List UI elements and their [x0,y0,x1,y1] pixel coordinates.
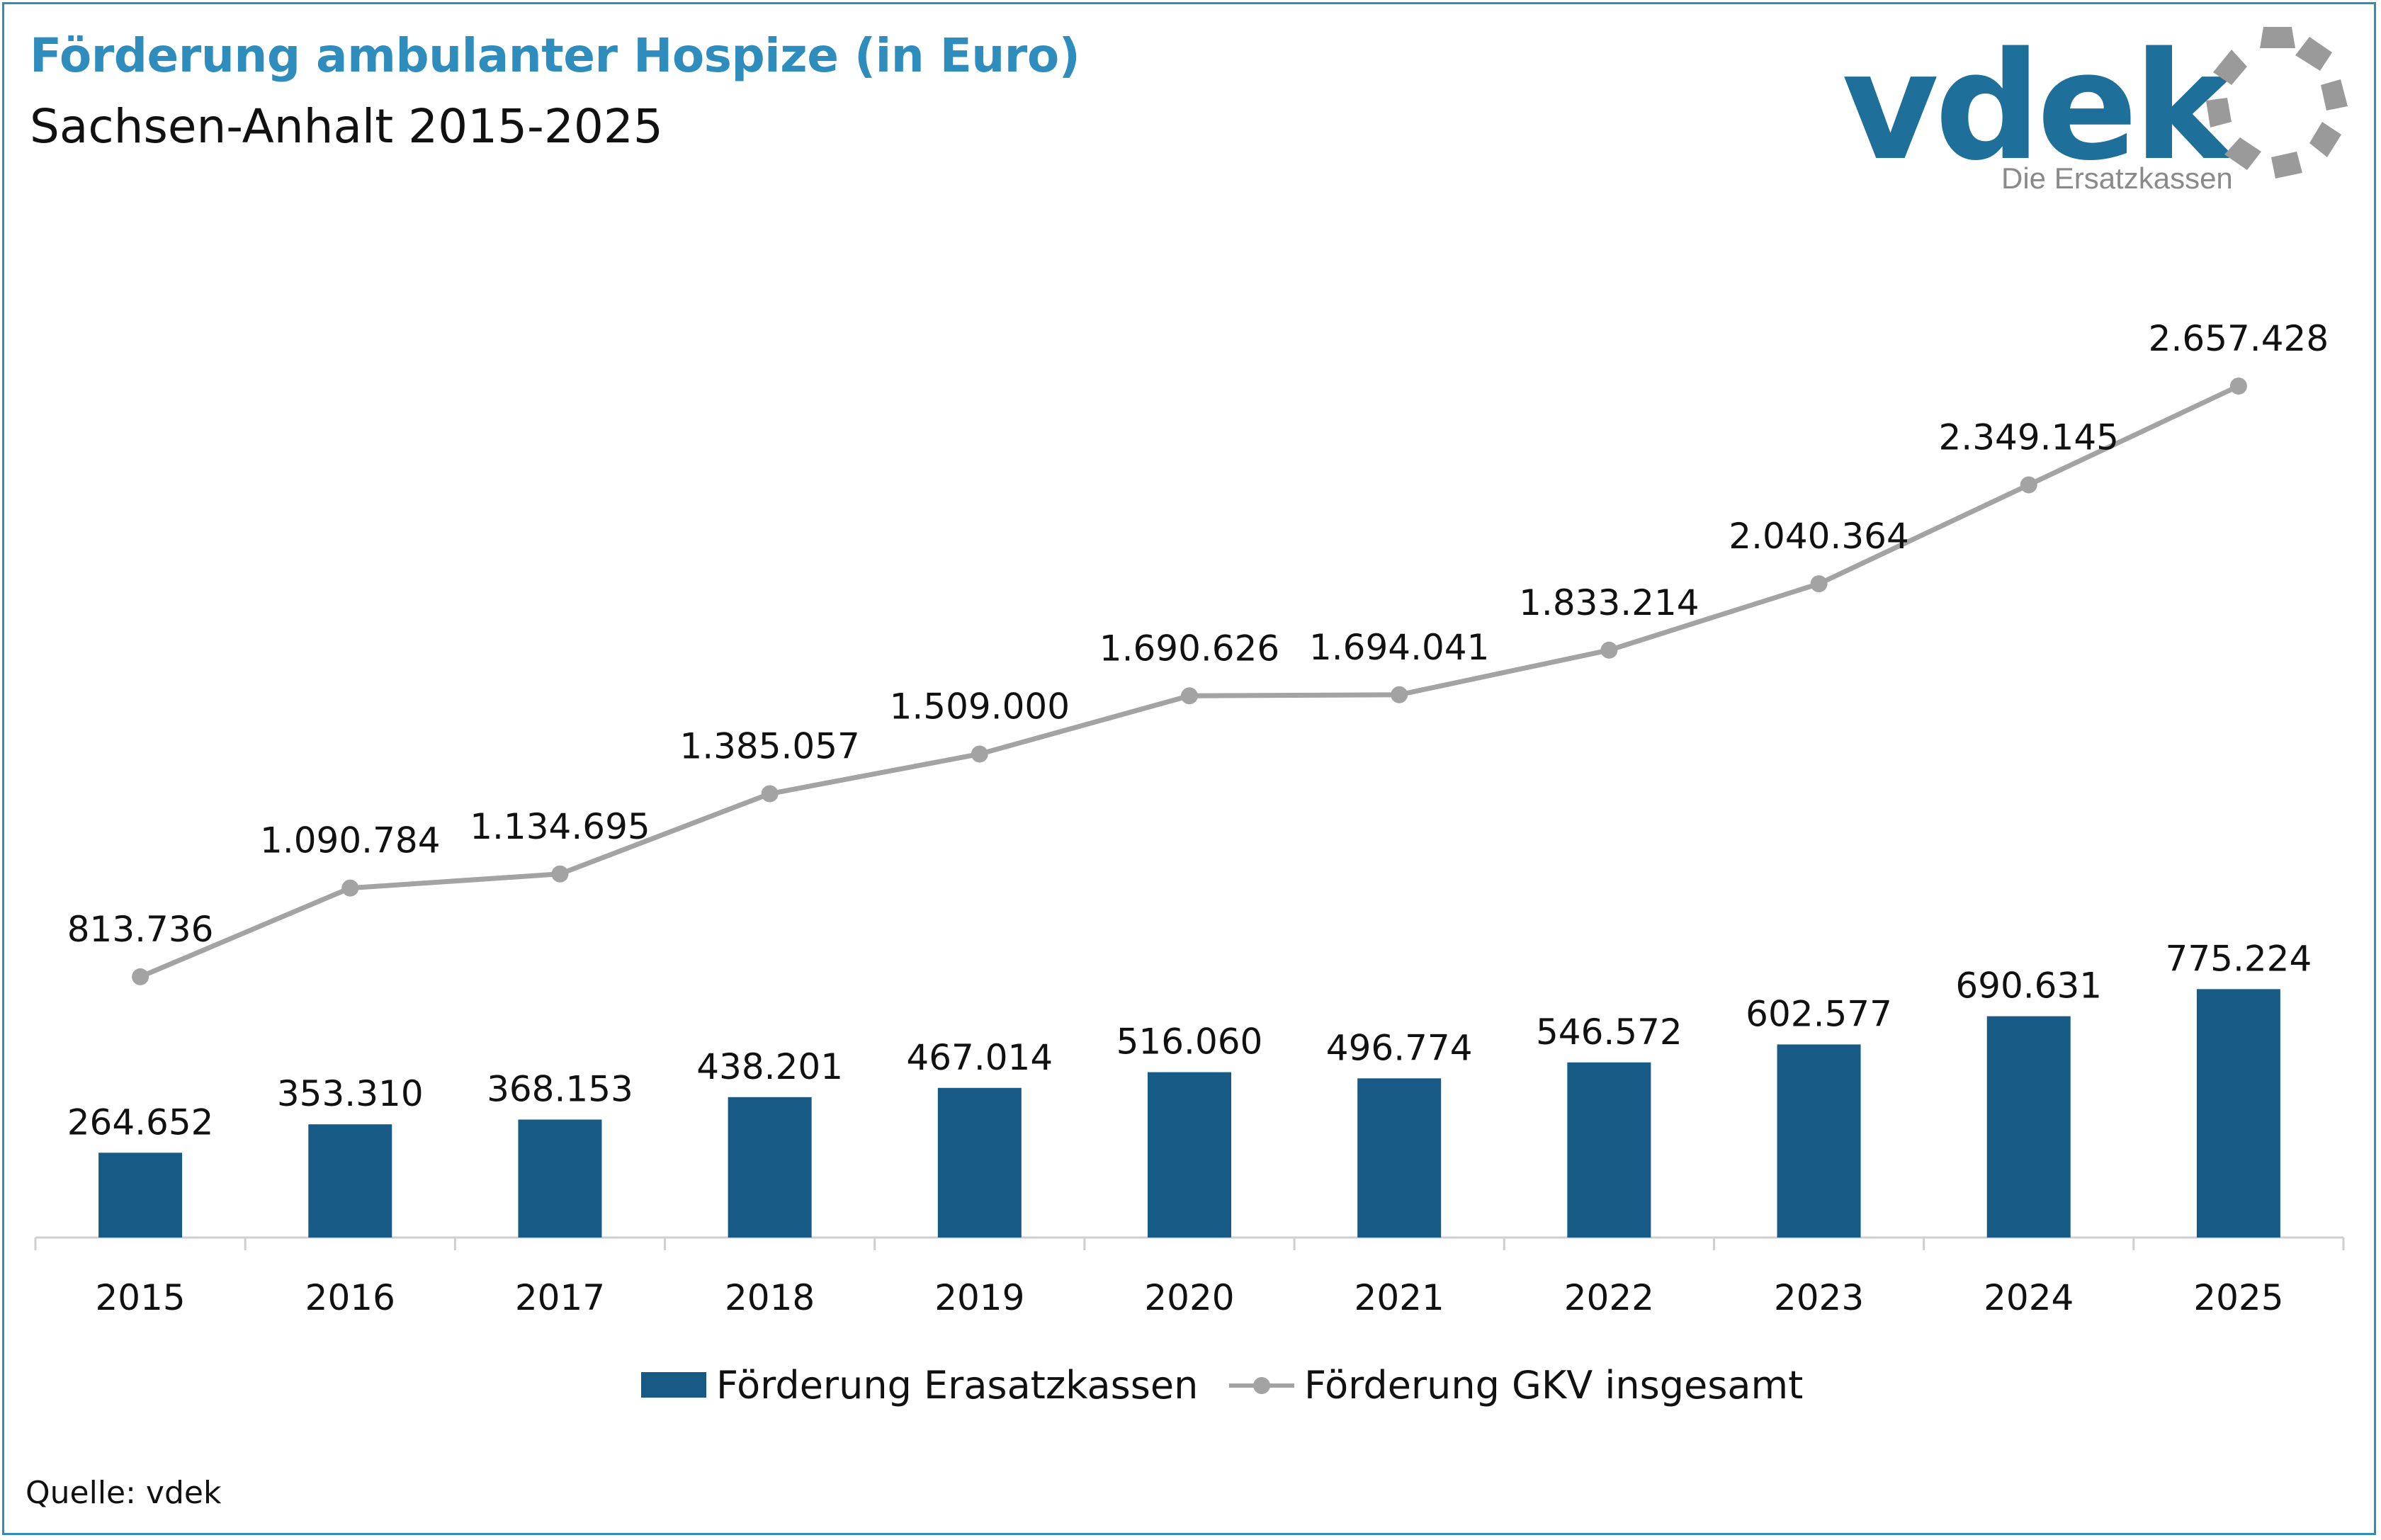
line-point-2025 [2229,378,2247,395]
bar-2022 [1567,1062,1651,1238]
legend-bar-label: Förderung Erasatzkassen [716,1362,1199,1408]
legend-line-swatch [1229,1372,1294,1398]
bar-value-label-2016: 353.310 [277,1073,424,1114]
bar-value-label-2021: 496.774 [1326,1027,1473,1068]
bar-value-label-2018: 438.201 [696,1046,843,1087]
line-value-label-2023: 2.040.364 [1729,516,1908,557]
source-note: Quelle: vdek [26,1475,222,1511]
line-value-label-2019: 1.509.000 [890,686,1070,727]
chart-legend-line: Förderung GKV insgesamt [1229,1360,1803,1410]
bar-value-label-2022: 546.572 [1536,1012,1682,1053]
line-value-label-2024: 2.349.145 [1938,417,2118,458]
legend-line-label: Förderung GKV insgesamt [1304,1362,1804,1408]
bar-2017 [518,1119,602,1238]
x-tick-label-2018: 2018 [725,1277,815,1318]
x-tick-label-2023: 2023 [1774,1277,1864,1318]
chart-subtitle: Sachsen-Anhalt 2015-2025 [30,99,663,154]
logo-tagline: Die Ersatzkassen [2001,162,2233,195]
bar-2025 [2196,989,2280,1238]
line-point-2017 [551,865,569,883]
bar-2024 [1986,1016,2071,1238]
line-point-2020 [1181,687,1198,705]
x-tick-label-2020: 2020 [1144,1277,1234,1318]
x-tick-label-2025: 2025 [2193,1277,2283,1318]
bar-2021 [1357,1078,1442,1238]
line-value-label-2015: 813.736 [67,909,214,950]
bar-2016 [308,1124,392,1238]
bar-value-label-2025: 775.224 [2166,938,2312,979]
line-value-label-2016: 1.090.784 [260,820,440,861]
x-tick-label-2022: 2022 [1564,1277,1654,1318]
bar-2019 [937,1087,1022,1238]
line-value-label-2020: 1.690.626 [1099,628,1279,669]
line-point-2022 [1600,641,1618,659]
line-point-2019 [971,745,988,763]
bar-value-label-2015: 264.652 [67,1102,214,1143]
line-value-label-2022: 1.833.214 [1519,582,1699,623]
x-tick-label-2019: 2019 [934,1277,1024,1318]
bar-value-label-2019: 467.014 [906,1037,1053,1078]
line-series-gkv [139,383,2240,980]
bar-2015 [98,1153,183,1238]
bar-value-label-2020: 516.060 [1116,1021,1263,1063]
line-point-2023 [1810,575,1828,593]
vdek-logo: vdek Die Ersatzkassen [1842,20,2352,204]
bar-value-label-2023: 602.577 [1746,993,1892,1034]
x-tick-label-2021: 2021 [1354,1277,1444,1318]
line-value-label-2018: 1.385.057 [679,726,859,767]
x-tick-label-2016: 2016 [305,1277,395,1318]
bar-2020 [1148,1072,1231,1238]
x-tick-label-2015: 2015 [95,1277,185,1318]
line-point-2015 [132,968,149,985]
x-tick-label-2024: 2024 [1984,1277,2074,1318]
line-point-2024 [2020,476,2037,494]
line-value-label-2025: 2.657.428 [2149,318,2329,359]
bar-2023 [1777,1044,1861,1238]
logo-wordmark: vdek [1842,20,2232,193]
logo-ring-icon [2206,27,2348,179]
chart-title: Förderung ambulanter Hospize (in Euro) [30,28,1080,83]
line-point-2016 [341,879,359,897]
line-point-2018 [761,785,779,803]
line-value-label-2021: 1.694.041 [1309,627,1489,668]
legend-bar-swatch [641,1372,706,1398]
x-tick-label-2017: 2017 [515,1277,605,1318]
bar-value-label-2024: 690.631 [1955,966,2102,1007]
line-value-label-2017: 1.134.695 [470,806,650,847]
line-point-2021 [1391,686,1408,703]
chart-legend: Förderung Erasatzkassen [641,1360,1198,1410]
bar-value-label-2017: 368.153 [487,1068,633,1109]
bar-2018 [728,1097,812,1238]
